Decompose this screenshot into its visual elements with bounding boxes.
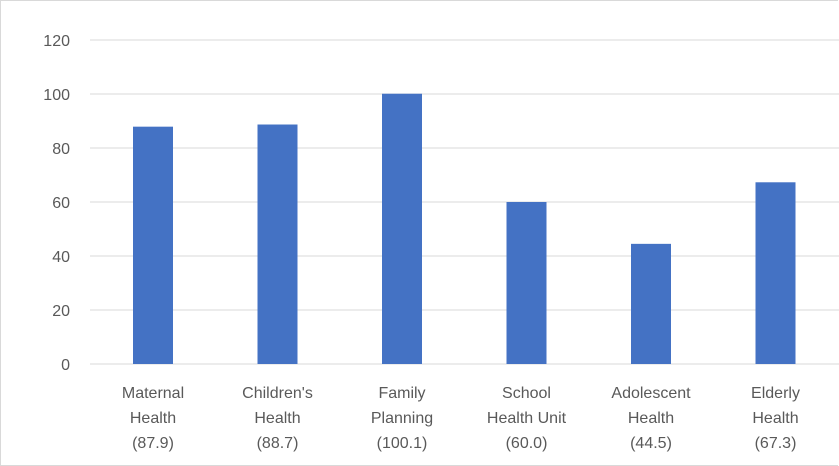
x-category-label-line: Maternal: [122, 385, 184, 402]
x-category-label-line: Family: [378, 385, 425, 402]
x-category-label: School Health Unit (60.0): [487, 385, 567, 452]
x-category-label-line: Health Unit: [487, 410, 567, 427]
x-axis-labels: Maternal Health (87.9) Children's Health (88.…: [122, 385, 800, 452]
bars: [133, 93, 796, 364]
x-category-label-line: Health: [752, 410, 798, 427]
y-tick-label: 60: [52, 195, 70, 212]
x-category-label: Family Planning (100.1): [371, 385, 433, 452]
x-category-label-line: Planning: [371, 410, 433, 427]
y-tick-label: 40: [52, 249, 70, 266]
x-category-label: Adolescent Health (44.5): [611, 385, 691, 452]
x-category-label-line: (88.7): [257, 435, 299, 452]
x-category-label: Maternal Health (87.9): [122, 385, 184, 452]
y-tick-label: 100: [43, 87, 70, 104]
x-category-label-line: (100.1): [377, 435, 428, 452]
bar: [631, 243, 671, 364]
bar: [755, 182, 796, 364]
x-category-label-line: Health: [628, 410, 674, 427]
bar: [382, 93, 422, 364]
y-tick-label: 0: [61, 357, 70, 374]
bar: [506, 202, 547, 364]
x-category-label-line: Health: [254, 410, 300, 427]
x-category-label-line: Health: [130, 410, 176, 427]
x-category-label-line: School: [502, 385, 551, 402]
x-category-label-line: Elderly: [751, 385, 800, 402]
x-category-label-line: (44.5): [630, 435, 672, 452]
y-tick-label: 20: [52, 303, 70, 320]
x-category-label-line: (67.3): [755, 435, 797, 452]
x-category-label: Elderly Health (67.3): [751, 385, 800, 452]
x-category-label-line: (87.9): [132, 435, 174, 452]
x-category-label: Children's Health (88.7): [242, 385, 313, 452]
y-axis-ticks: 0 20 40 60 80 100 120: [43, 33, 70, 374]
x-category-label-line: Children's: [242, 385, 313, 402]
gridlines: [90, 39, 839, 365]
x-category-label-line: (60.0): [506, 435, 548, 452]
x-category-label-line: Adolescent: [611, 385, 691, 402]
bar: [257, 124, 298, 364]
y-tick-label: 80: [52, 141, 70, 158]
bar: [133, 126, 173, 364]
y-tick-label: 120: [43, 33, 70, 50]
